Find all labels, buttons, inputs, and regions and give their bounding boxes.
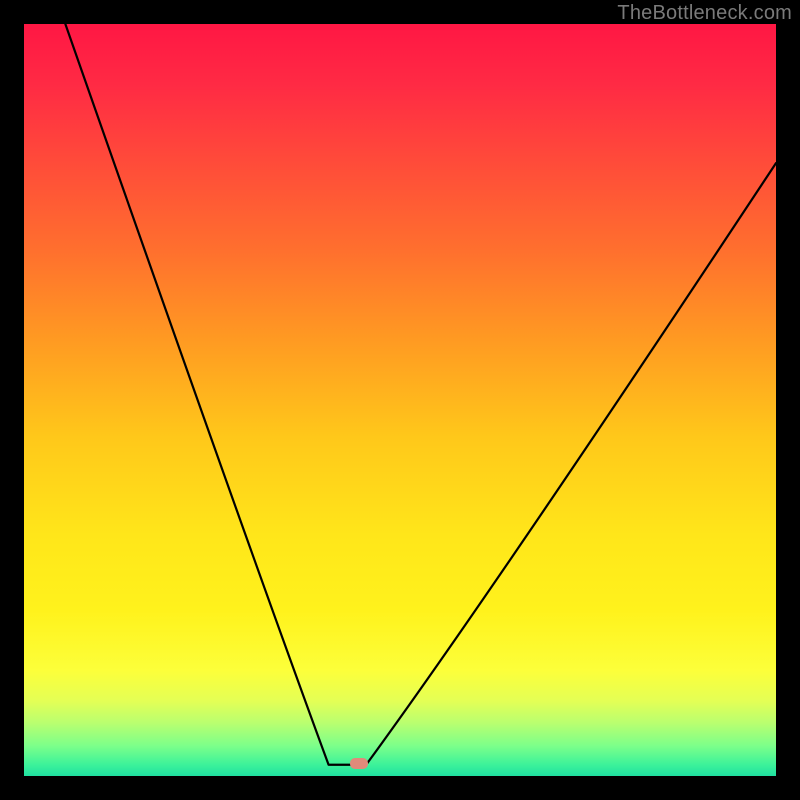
watermark-text: TheBottleneck.com (617, 2, 792, 25)
valley-marker (350, 758, 368, 769)
plot-area (24, 24, 776, 776)
chart-svg (24, 24, 776, 776)
gradient-background (24, 24, 776, 776)
frame: TheBottleneck.com (0, 0, 800, 800)
